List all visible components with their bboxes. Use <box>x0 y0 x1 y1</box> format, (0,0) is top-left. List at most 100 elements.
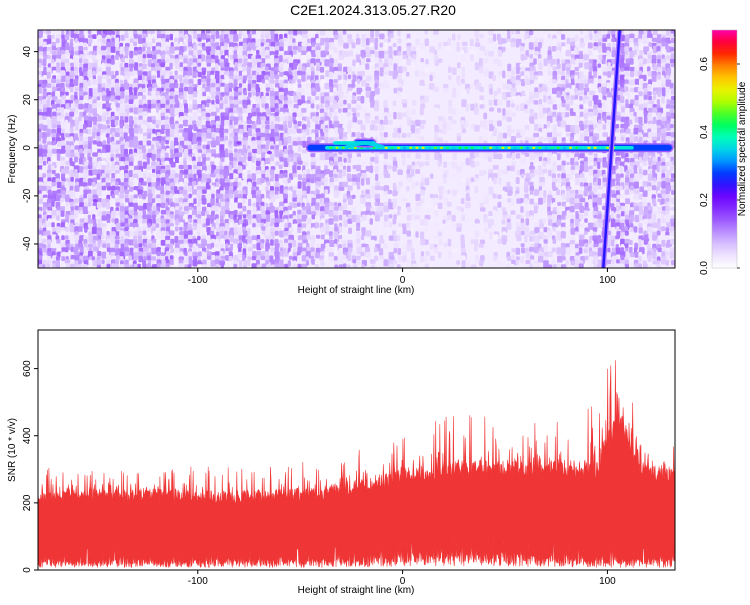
heatmap-cell <box>155 124 160 129</box>
heatmap-cell <box>338 226 343 233</box>
heatmap-cell <box>260 50 266 57</box>
heatmap-cell <box>460 124 465 129</box>
heatmap-cell <box>584 166 589 173</box>
heatmap-cell <box>297 121 302 127</box>
heatmap-cell <box>97 123 103 129</box>
heatmap-cell <box>106 218 111 224</box>
heatmap-cell <box>124 116 129 123</box>
heatmap-cell <box>184 86 189 92</box>
heatmap-cell <box>197 71 202 78</box>
heatmap-cell <box>361 108 368 113</box>
heatmap-cell <box>566 190 571 198</box>
heatmap-cell <box>411 240 416 245</box>
heatmap-cell <box>570 223 574 228</box>
heatmap-cell <box>560 231 566 239</box>
heatmap-cell <box>110 95 115 102</box>
heatmap-cell <box>83 49 88 55</box>
heatmap-cell <box>115 140 122 146</box>
heatmap-cell <box>460 90 467 96</box>
heatmap-cell <box>292 215 296 220</box>
heatmap-cell <box>210 111 217 117</box>
heatmap-cell <box>279 173 284 179</box>
heatmap-cell <box>297 263 302 268</box>
heatmap-cell <box>279 178 283 185</box>
heatmap-cell <box>329 170 334 178</box>
heatmap-cell <box>393 63 398 71</box>
heatmap-cell <box>510 136 516 143</box>
heatmap-cell <box>42 33 47 39</box>
heatmap-cell <box>197 149 203 154</box>
heatmap-cell <box>588 169 594 176</box>
heatmap-cell <box>96 141 103 147</box>
figure-title: C2E1.2024.313.05.27.R20 <box>290 2 456 18</box>
heatmap-cell <box>202 91 207 98</box>
heatmap-cell <box>201 54 205 62</box>
heatmap-cell <box>360 95 365 104</box>
heatmap-cell <box>38 218 43 224</box>
heatmap-cell <box>447 201 452 207</box>
heatmap-cell <box>374 247 378 253</box>
heatmap-cell <box>551 214 557 219</box>
heatmap-cell <box>465 157 471 166</box>
heatmap-cell <box>334 197 339 203</box>
heatmap-cell <box>169 243 173 249</box>
heatmap-cell <box>38 238 42 244</box>
heatmap-cell <box>60 107 65 113</box>
heatmap-cell <box>274 230 279 236</box>
heatmap-cell <box>201 70 206 76</box>
heatmap-cell <box>352 181 357 186</box>
heatmap-cell <box>561 160 566 166</box>
heatmap-cell <box>292 83 298 91</box>
heatmap-cell <box>378 124 385 131</box>
heatmap-cell <box>565 112 570 117</box>
heatmap-cell <box>524 124 530 131</box>
heatmap-cell <box>88 107 93 114</box>
heatmap-cell <box>101 177 107 183</box>
heatmap-cell <box>238 33 242 39</box>
heatmap-cell <box>164 152 169 159</box>
heatmap-cell <box>42 107 47 113</box>
heatmap-cell <box>169 255 174 260</box>
heatmap-cell <box>42 256 47 261</box>
heatmap-cell <box>260 251 266 256</box>
heatmap-cell <box>70 246 74 252</box>
heatmap-cell <box>156 194 161 199</box>
heatmap-cell <box>579 186 585 191</box>
heatmap-cell <box>479 62 484 67</box>
heatmap-cell <box>266 214 271 222</box>
heatmap-cell <box>238 152 242 158</box>
heatmap-cell <box>170 161 176 168</box>
heatmap-cell <box>447 124 452 131</box>
heatmap-cell <box>461 178 465 183</box>
heatmap-cell <box>487 222 492 229</box>
heatmap-cell <box>411 181 416 190</box>
heatmap-cell <box>447 214 452 220</box>
heatmap-cell <box>251 111 257 117</box>
heatmap-cell <box>211 132 216 138</box>
heatmap-cell <box>497 201 502 208</box>
heatmap-cell <box>123 82 130 90</box>
heatmap-cell <box>96 264 101 268</box>
heatmap-cell <box>138 194 142 199</box>
heatmap-cell <box>356 259 360 265</box>
heatmap-cell <box>328 38 334 43</box>
heatmap-cell <box>583 87 590 92</box>
heatmap-cell <box>169 46 176 54</box>
heatmap-cell <box>219 127 224 134</box>
heatmap-cell <box>515 79 520 86</box>
heatmap-cell <box>156 46 161 51</box>
heatmap-cell <box>78 116 82 122</box>
heatmap-cell <box>124 218 129 225</box>
heatmap-cell <box>197 189 203 195</box>
heatmap-cell <box>288 103 292 108</box>
heatmap-cell <box>424 255 429 263</box>
heatmap-cell <box>588 243 593 248</box>
heatmap-cell <box>556 103 561 110</box>
heatmap-cell <box>297 91 302 100</box>
heatmap-cell <box>533 132 539 138</box>
heatmap-cell <box>342 34 348 40</box>
heatmap-cell <box>97 251 102 257</box>
heatmap-cell <box>146 202 153 207</box>
heatmap-cell <box>74 38 78 43</box>
heatmap-cell <box>87 164 93 170</box>
